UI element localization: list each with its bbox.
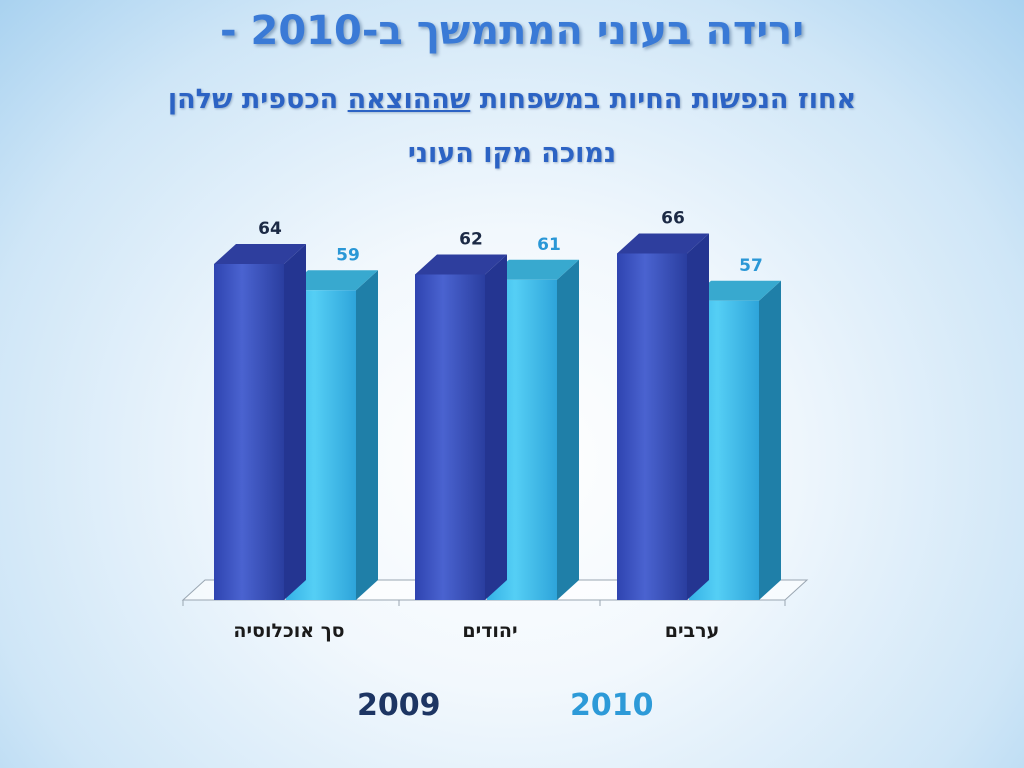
bar-side [485, 254, 507, 600]
bar-top [617, 233, 709, 254]
legend-2010: 2010 [570, 688, 654, 723]
bar-front [214, 264, 284, 600]
bar-top [689, 280, 781, 301]
category-label-1: יהודים [462, 620, 517, 642]
bar-side [557, 259, 579, 600]
bar-side [687, 233, 709, 600]
bar-top [214, 244, 306, 264]
chart-labels: 64 59 סך אוכלוסיה 62 61 יהודים 66 57 ערבים [233, 209, 762, 643]
slide-title: ירידה בעוני המתמשך ב-2010 - [219, 8, 805, 54]
data-label-2009-2: 66 [661, 209, 685, 229]
legend-2009: 2009 [357, 688, 441, 723]
data-label-2009-1: 62 [459, 230, 483, 250]
bar-front [415, 274, 485, 600]
bar-2009-0 [214, 244, 306, 600]
data-label-2009-0: 64 [258, 219, 282, 239]
data-label-2010-2: 57 [739, 256, 763, 276]
subtitle-underlined: שההוצאה [347, 84, 471, 115]
bar-front [617, 253, 687, 600]
bar-side [356, 270, 378, 600]
data-label-2010-1: 61 [537, 235, 561, 255]
bar-side [759, 280, 781, 600]
bar-2009-2 [617, 233, 709, 600]
category-label-0: סך אוכלוסיה [233, 620, 344, 642]
subtitle-line-1: אחוז הנפשות החיות במשפחות שההוצאה הכספית… [40, 84, 984, 115]
bar-2009-1 [415, 254, 507, 600]
chart-bars [214, 233, 781, 600]
bar-chart: 64 59 סך אוכלוסיה 62 61 יהודים 66 57 ערבים [181, 209, 809, 643]
data-label-2010-0: 59 [336, 245, 360, 265]
subtitle-before: אחוז הנפשות החיות במשפחות [470, 84, 857, 115]
bar-top [487, 259, 579, 280]
bar-side [284, 244, 306, 600]
subtitle-line-2: נמוכה מקו העוני [407, 138, 617, 169]
subtitle-after: הכספית שלהן [167, 84, 348, 115]
bar-top [286, 270, 378, 291]
category-label-2: ערבים [665, 620, 720, 642]
bar-top [415, 254, 507, 275]
